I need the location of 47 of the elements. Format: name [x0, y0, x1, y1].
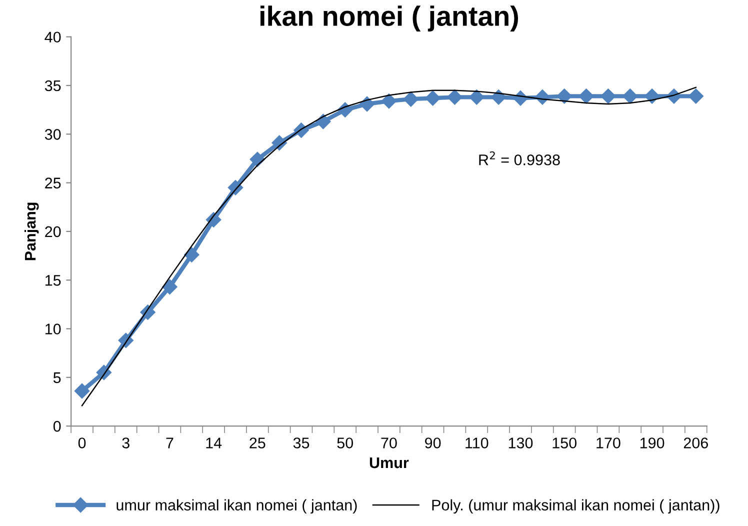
- point: [316, 114, 331, 130]
- x-axis-title: Umur: [370, 458, 409, 468]
- x-tick-label: 14: [206, 438, 222, 448]
- point: [162, 279, 178, 294]
- y-tick-label: 30: [44, 129, 61, 140]
- y-tick-label: 0: [53, 420, 61, 432]
- x-tick-label: 150: [552, 438, 576, 448]
- y-tick-label: 20: [45, 226, 61, 238]
- point: [578, 88, 594, 104]
- point: [403, 92, 418, 107]
- point: [359, 96, 375, 112]
- point: [688, 88, 704, 104]
- x-tick-label: 90: [425, 438, 441, 448]
- y-tick-label: 25: [45, 178, 61, 188]
- y-axis-title: Panjang: [24, 202, 39, 260]
- x-tick-label: 206: [684, 438, 708, 448]
- point: [447, 90, 462, 105]
- x-tick-label: 25: [250, 438, 266, 448]
- x-tick-label: 130: [508, 438, 533, 448]
- legend-label: Poly. (umur maksimal ikan nomei ( jantan)): [432, 499, 720, 514]
- x-tick-label: 110: [466, 438, 488, 448]
- chart-title: ikan nomei ( jantan): [260, 6, 518, 32]
- x-tick-label: 35: [293, 438, 310, 448]
- legend-label: umur maksimal ikan nomei ( jantan): [116, 499, 357, 514]
- y-tick-label: 40: [44, 32, 61, 43]
- x-tick-label: 70: [381, 438, 397, 448]
- point: [469, 90, 484, 105]
- y-tick-label: 5: [53, 372, 61, 384]
- x-tick-label: 3: [122, 438, 130, 448]
- point: [184, 247, 200, 262]
- y-tick-label: 15: [46, 275, 61, 286]
- point: [425, 90, 440, 106]
- x-tick-label: 170: [596, 438, 620, 448]
- point: [600, 88, 616, 104]
- x-tick-label: 7: [166, 438, 174, 448]
- point: [491, 90, 506, 105]
- point: [556, 88, 572, 104]
- x-tick-label: 0: [78, 438, 86, 448]
- y-tick-label: 35: [44, 80, 61, 92]
- x-tick-label: 190: [640, 438, 664, 448]
- annotation: R$^{2}$ = 0.9938: [479, 151, 560, 166]
- point: [622, 88, 638, 104]
- point: [381, 93, 397, 109]
- point: [74, 383, 90, 399]
- x-tick-label: 50: [337, 438, 354, 448]
- y-tick-label: 10: [46, 324, 61, 334]
- point: [644, 88, 660, 104]
